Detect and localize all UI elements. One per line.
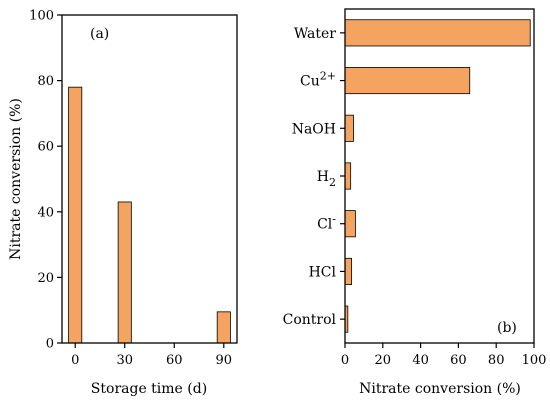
panel-a: 0 20 40 60 80 100 0 30 60 90 (a) Storage time (d…: [8, 9, 238, 397]
panel-b-bar: [344, 114, 354, 142]
panel-a-bar: [117, 201, 132, 344]
panel-a-plot-frame: [61, 14, 238, 344]
panel-b-bar: [344, 162, 352, 190]
panel-b-bars: [344, 19, 531, 333]
panel-b-label: (b): [497, 320, 517, 336]
panel-b-category-label: Water: [294, 26, 336, 42]
panel-a-y-tick-label: 60: [37, 140, 54, 155]
panel-a-label: (a): [90, 26, 109, 42]
panel-a-bars: [68, 86, 231, 344]
panel-a-y-axis-label: Nitrate conversion (%): [8, 98, 24, 260]
panel-b-bar: [344, 67, 471, 95]
panel-b-category-label: H2: [317, 169, 336, 189]
panel-b-bar: [344, 19, 531, 47]
panel-b: Water Cu2+ NaOH H2 Cl- HCl Control 0 20 40 60 80 10…: [283, 8, 547, 397]
panel-a-bar: [68, 86, 83, 344]
panel-b-category-label: Cu2+: [300, 70, 336, 90]
panel-a-x-tick-label: 30: [116, 353, 133, 368]
panel-a-y-tick-label: 40: [37, 205, 54, 220]
panel-b-x-tick-label: 20: [375, 353, 392, 368]
panel-a-x-tick-label: 0: [71, 353, 79, 368]
panel-b-category-label: Cl-: [317, 213, 336, 233]
panel-b-x-ticks: 0 20 40 60 80 100: [341, 343, 547, 368]
panel-b-category-ticks: Water Cu2+ NaOH H2 Cl- HCl Control: [283, 26, 345, 328]
panel-b-bar: [344, 210, 356, 238]
panel-a-bar: [216, 311, 231, 344]
panel-a-x-axis-label: Storage time (d): [91, 381, 207, 397]
panel-b-x-tick-label: 40: [412, 353, 429, 368]
panel-b-x-tick-label: 100: [522, 353, 547, 368]
panel-a-x-tick-label: 90: [216, 353, 233, 368]
panel-b-bar: [344, 257, 353, 285]
panel-a-y-tick-label: 100: [29, 9, 54, 24]
panel-b-category-label: NaOH: [292, 121, 336, 137]
panel-a-x-tick-label: 60: [166, 353, 183, 368]
panel-b-category-label: Control: [283, 312, 337, 328]
panel-a-y-tick-label: 0: [46, 337, 54, 352]
panel-b-x-tick-label: 80: [488, 353, 505, 368]
panel-a-y-ticks: 0 20 40 60 80 100: [29, 9, 62, 352]
panel-a-y-tick-label: 80: [37, 74, 54, 89]
panel-b-x-tick-label: 60: [450, 353, 467, 368]
panel-b-plot-frame: [344, 8, 535, 344]
panel-a-y-tick-label: 20: [37, 271, 54, 286]
panel-b-x-tick-label: 0: [341, 353, 349, 368]
panel-b-category-label: HCl: [309, 264, 337, 280]
panel-b-x-axis-label: Nitrate conversion (%): [359, 381, 521, 397]
panel-a-x-ticks: 0 30 60 90: [71, 343, 232, 368]
